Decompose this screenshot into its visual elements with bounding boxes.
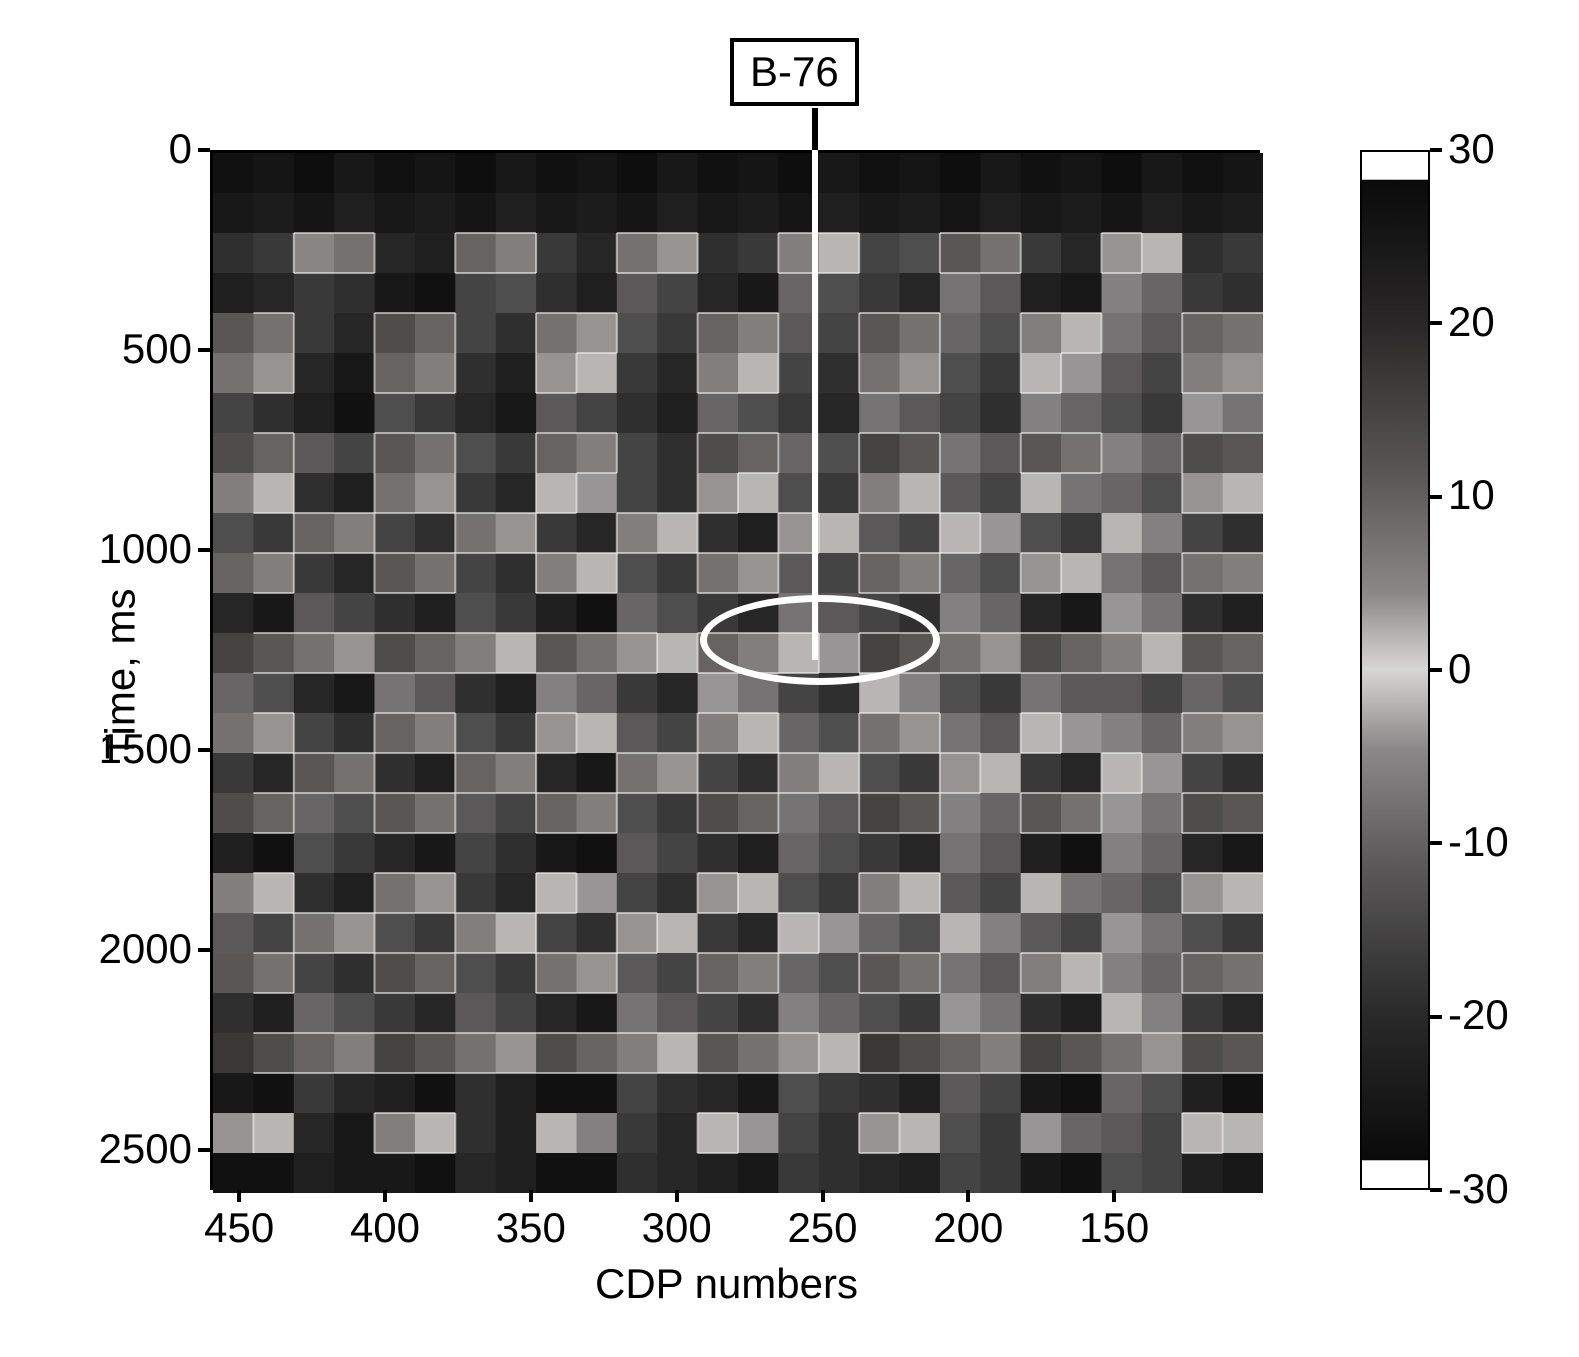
x-tick-label: 200: [928, 1204, 1008, 1252]
y-tick-label: 500: [122, 325, 192, 373]
colorbar-tick-label: 20: [1448, 298, 1495, 346]
y-tick-label: 0: [169, 125, 192, 173]
colorbar-tick-label: -20: [1448, 991, 1509, 1039]
colorbar-tick-mark: [1430, 495, 1442, 499]
x-tick-mark: [383, 1190, 387, 1202]
colorbar-tick-mark: [1430, 668, 1442, 672]
colorbar-gradient: [1362, 152, 1428, 1188]
annotation-leader-line-top: [812, 108, 818, 150]
x-tick-mark: [821, 1190, 825, 1202]
colorbar-tick-label: 0: [1448, 645, 1471, 693]
colorbar-tick-mark: [1430, 148, 1442, 152]
y-tick-label: 2500: [99, 1125, 192, 1173]
colorbar-tick-label: -10: [1448, 818, 1509, 866]
x-tick-label: 300: [637, 1204, 717, 1252]
y-tick-label: 1500: [99, 725, 192, 773]
colorbar: [1360, 150, 1430, 1190]
x-tick-mark: [529, 1190, 533, 1202]
x-axis-label: CDP numbers: [595, 1260, 858, 1308]
y-tick-mark: [198, 1148, 210, 1152]
annotation-label-text: B-76: [750, 48, 839, 95]
y-tick-label: 2000: [99, 925, 192, 973]
y-tick-mark: [198, 748, 210, 752]
colorbar-tick-mark: [1430, 1188, 1442, 1192]
y-tick-mark: [198, 948, 210, 952]
x-tick-label: 350: [491, 1204, 571, 1252]
annotation-ellipse-marker: [700, 595, 940, 685]
x-tick-mark: [675, 1190, 679, 1202]
x-tick-mark: [966, 1190, 970, 1202]
x-tick-label: 450: [199, 1204, 279, 1252]
figure-container: B-76 Time, ms CDP numbers 05001000150020…: [0, 0, 1579, 1357]
x-tick-label: 150: [1074, 1204, 1154, 1252]
y-tick-mark: [198, 548, 210, 552]
x-tick-label: 400: [345, 1204, 425, 1252]
colorbar-tick-label: 30: [1448, 125, 1495, 173]
colorbar-tick-mark: [1430, 321, 1442, 325]
annotation-label-box: B-76: [730, 38, 859, 106]
colorbar-tick-label: 10: [1448, 471, 1495, 519]
colorbar-tick-mark: [1430, 841, 1442, 845]
y-tick-mark: [198, 348, 210, 352]
annotation-leader-line: [812, 150, 818, 660]
colorbar-tick-label: -30: [1448, 1165, 1509, 1213]
y-tick-mark: [198, 148, 210, 152]
x-tick-mark: [1112, 1190, 1116, 1202]
y-tick-label: 1000: [99, 525, 192, 573]
x-tick-mark: [237, 1190, 241, 1202]
colorbar-tick-mark: [1430, 1015, 1442, 1019]
x-tick-label: 250: [783, 1204, 863, 1252]
